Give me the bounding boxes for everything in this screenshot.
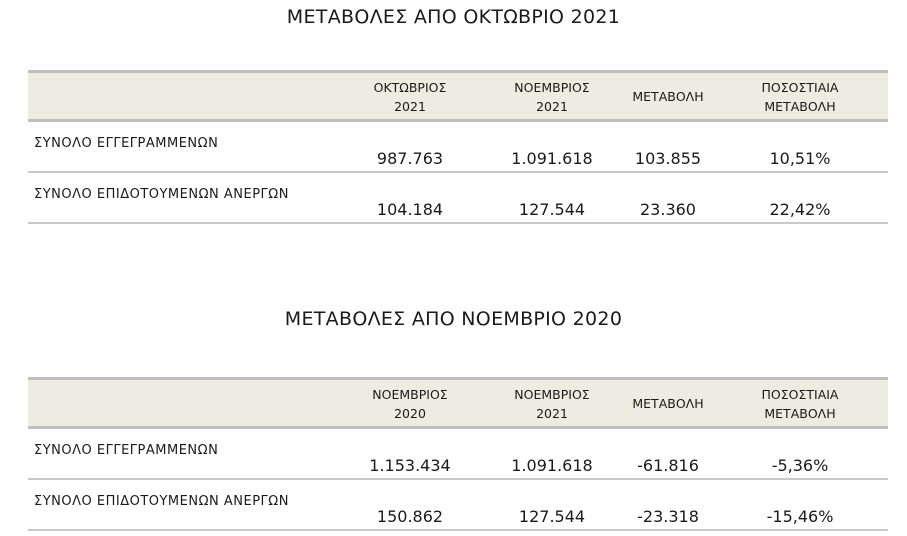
cell-value: 10,51%	[769, 149, 831, 168]
column-header-line: ΜΕΤΑΒΟΛΗ	[764, 406, 836, 421]
cell-value: 22,42%	[769, 200, 831, 219]
data-table: ΟΚΤΩΒΡΙΟΣ 2021 ΝΟΕΜΒΡΙΟΣ 2021 ΜΕΤΑΒΟΛΗ ΠΟΣΟΣΤ…	[28, 70, 888, 224]
row-label: ΣΥΝΟΛΟ ΕΠΙΔΟΤΟΥΜΕΝΩΝ ΑΝΕΡΓΩΝ	[34, 187, 289, 202]
column-header: ΜΕΤΑΒΟΛΗ	[603, 394, 733, 413]
table-header: ΟΚΤΩΒΡΙΟΣ 2021 ΝΟΕΜΒΡΙΟΣ 2021 ΜΕΤΑΒΟΛΗ ΠΟΣΟΣΤ…	[28, 70, 888, 122]
table-row: ΣΥΝΟΛΟ ΕΠΙΔΟΤΟΥΜΕΝΩΝ ΑΝΕΡΓΩΝ 150.862 127.5…	[28, 480, 888, 531]
column-header-line: ΜΕΤΑΒΟΛΗ	[632, 396, 704, 411]
column-header: ΟΚΤΩΒΡΙΟΣ 2021	[345, 78, 475, 116]
cell-value: 1.091.618	[511, 149, 593, 168]
column-header-line: ΟΚΤΩΒΡΙΟΣ	[373, 80, 447, 95]
column-header-line: ΠΟΣΟΣΤΙΑΙΑ	[761, 80, 839, 95]
cell-value: -15,46%	[766, 507, 834, 526]
table-row: ΣΥΝΟΛΟ ΕΓΓΕΓΡΑΜΜΕΝΩΝ 1.153.434 1.091.618 -6…	[28, 429, 888, 480]
column-header: ΜΕΤΑΒΟΛΗ	[603, 87, 733, 106]
cell-value: 127.544	[518, 507, 586, 526]
row-label: ΣΥΝΟΛΟ ΕΓΓΕΓΡΑΜΜΕΝΩΝ	[34, 136, 219, 151]
cell-value: 104.184	[376, 200, 444, 219]
table-row: ΣΥΝΟΛΟ ΕΠΙΔΟΤΟΥΜΕΝΩΝ ΑΝΕΡΓΩΝ 104.184 127.5…	[28, 173, 888, 224]
row-label: ΣΥΝΟΛΟ ΕΓΓΕΓΡΑΜΜΕΝΩΝ	[34, 443, 219, 458]
column-header-line: ΝΟΕΜΒΡΙΟΣ	[514, 387, 590, 402]
cell-value: 127.544	[518, 200, 586, 219]
column-header-line: 2020	[394, 406, 426, 421]
cell-value: -61.816	[637, 456, 699, 475]
table-row: ΣΥΝΟΛΟ ΕΓΓΕΓΡΑΜΜΕΝΩΝ 987.763 1.091.618 103.…	[28, 122, 888, 173]
column-header-line: ΝΟΕΜΒΡΙΟΣ	[372, 387, 448, 402]
row-label: ΣΥΝΟΛΟ ΕΠΙΔΟΤΟΥΜΕΝΩΝ ΑΝΕΡΓΩΝ	[34, 494, 289, 509]
cell-value: 103.855	[634, 149, 702, 168]
column-header: ΝΟΕΜΒΡΙΟΣ 2020	[345, 385, 475, 423]
table-title: ΜΕΤΑΒΟΛΕΣ ΑΠΟ ΝΟΕΜΒΡΙΟ 2020	[284, 308, 623, 330]
cell-value: 23.360	[640, 200, 696, 219]
column-header-line: ΝΟΕΜΒΡΙΟΣ	[514, 80, 590, 95]
column-header: ΝΟΕΜΒΡΙΟΣ 2021	[487, 385, 617, 423]
cell-value: 150.862	[376, 507, 444, 526]
column-header-line: ΜΕΤΑΒΟΛΗ	[632, 89, 704, 104]
column-header-line: ΠΟΣΟΣΤΙΑΙΑ	[761, 387, 839, 402]
table-title: ΜΕΤΑΒΟΛΕΣ ΑΠΟ ΟΚΤΩΒΡΙΟ 2021	[286, 6, 621, 28]
cell-value: 1.153.434	[369, 456, 451, 475]
column-header-line: 2021	[394, 99, 426, 114]
table-header: ΝΟΕΜΒΡΙΟΣ 2020 ΝΟΕΜΒΡΙΟΣ 2021 ΜΕΤΑΒΟΛΗ ΠΟΣΟΣΤ…	[28, 377, 888, 429]
cell-value: 1.091.618	[511, 456, 593, 475]
cell-value: 987.763	[376, 149, 444, 168]
data-table: ΝΟΕΜΒΡΙΟΣ 2020 ΝΟΕΜΒΡΙΟΣ 2021 ΜΕΤΑΒΟΛΗ ΠΟΣΟΣΤ…	[28, 377, 888, 531]
column-header-line: 2021	[536, 99, 568, 114]
column-header-line: 2021	[536, 406, 568, 421]
cell-value: -5,36%	[771, 456, 829, 475]
column-header: ΠΟΣΟΣΤΙΑΙΑ ΜΕΤΑΒΟΛΗ	[735, 78, 865, 116]
column-header-line: ΜΕΤΑΒΟΛΗ	[764, 99, 836, 114]
cell-value: -23.318	[637, 507, 699, 526]
column-header: ΠΟΣΟΣΤΙΑΙΑ ΜΕΤΑΒΟΛΗ	[735, 385, 865, 423]
column-header: ΝΟΕΜΒΡΙΟΣ 2021	[487, 78, 617, 116]
